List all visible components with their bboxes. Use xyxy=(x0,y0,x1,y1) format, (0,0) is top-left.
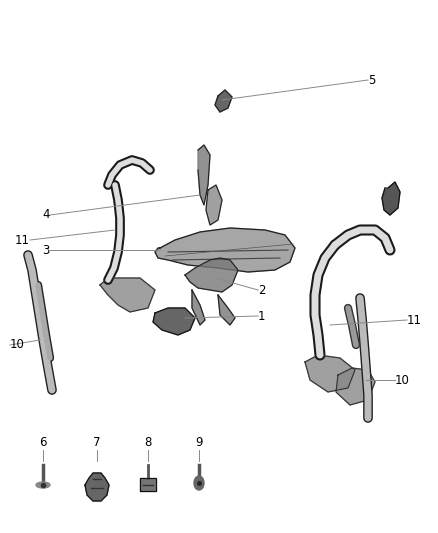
Polygon shape xyxy=(336,368,375,405)
Text: 2: 2 xyxy=(258,284,265,296)
Polygon shape xyxy=(198,145,210,205)
Polygon shape xyxy=(215,90,232,112)
Text: 9: 9 xyxy=(195,437,203,449)
Text: 7: 7 xyxy=(93,437,101,449)
Text: 5: 5 xyxy=(368,74,375,86)
Text: 11: 11 xyxy=(15,233,30,246)
Ellipse shape xyxy=(194,476,204,490)
Polygon shape xyxy=(85,473,109,501)
Polygon shape xyxy=(206,185,222,225)
Text: 3: 3 xyxy=(42,244,50,256)
Polygon shape xyxy=(305,355,355,392)
Polygon shape xyxy=(382,182,400,215)
Polygon shape xyxy=(155,228,295,272)
Text: 10: 10 xyxy=(395,374,410,386)
Text: 10: 10 xyxy=(10,338,25,351)
Text: 8: 8 xyxy=(144,437,152,449)
Polygon shape xyxy=(100,278,155,312)
Polygon shape xyxy=(185,258,238,292)
Polygon shape xyxy=(192,290,205,325)
Ellipse shape xyxy=(36,482,50,488)
Text: 4: 4 xyxy=(42,208,50,222)
Polygon shape xyxy=(218,295,235,325)
Text: 11: 11 xyxy=(407,313,422,327)
Polygon shape xyxy=(140,478,156,491)
Text: 1: 1 xyxy=(258,310,265,322)
Polygon shape xyxy=(153,308,195,335)
Text: 6: 6 xyxy=(39,437,47,449)
